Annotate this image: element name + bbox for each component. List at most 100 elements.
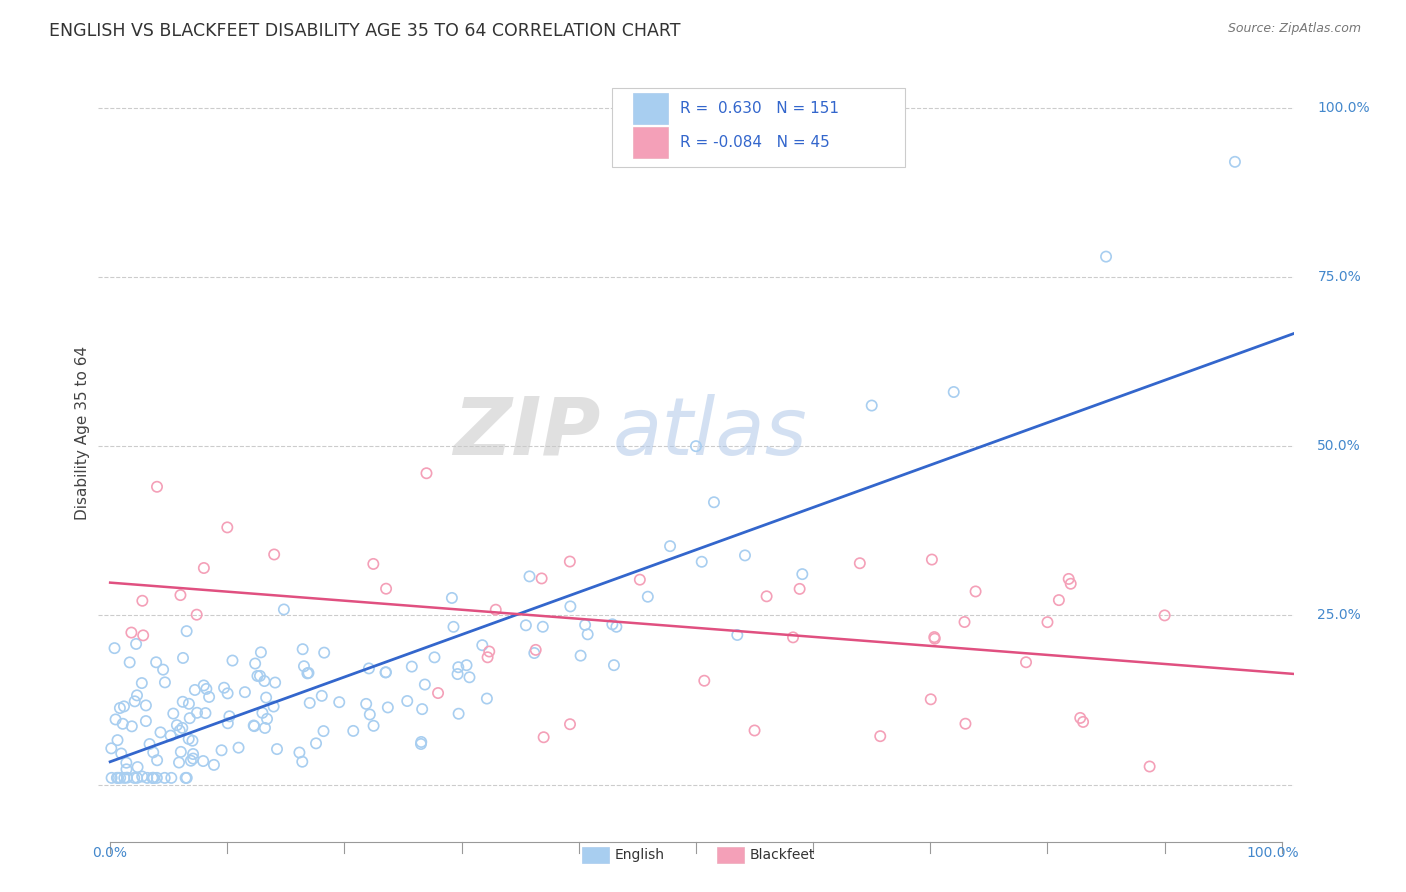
Point: [297, 666, 319, 681]
Point: [298, 696, 321, 710]
Point: [377, 700, 399, 714]
Point: [125, 689, 148, 703]
Point: [792, 567, 814, 582]
Point: [125, 637, 148, 651]
Point: [242, 718, 264, 732]
Point: [243, 719, 266, 733]
Point: [1139, 759, 1161, 773]
Point: [253, 721, 276, 735]
FancyBboxPatch shape: [633, 94, 668, 124]
Point: [869, 729, 891, 743]
Point: [153, 771, 176, 785]
Point: [396, 694, 419, 708]
Point: [273, 602, 295, 616]
Point: [1069, 711, 1091, 725]
Point: [515, 618, 537, 632]
Text: 100.0%: 100.0%: [1247, 846, 1299, 860]
Point: [131, 770, 153, 784]
Point: [734, 549, 756, 563]
Point: [172, 721, 194, 735]
Point: [744, 723, 766, 738]
Point: [849, 556, 872, 570]
Text: R = -0.084   N = 45: R = -0.084 N = 45: [681, 135, 830, 150]
Point: [375, 665, 398, 680]
Point: [693, 673, 716, 688]
Point: [193, 754, 215, 768]
Point: [132, 628, 155, 642]
Point: [181, 751, 204, 765]
Text: ENGLISH VS BLACKFEET DISABILITY AGE 35 TO 64 CORRELATION CHART: ENGLISH VS BLACKFEET DISABILITY AGE 35 T…: [49, 22, 681, 40]
Point: [121, 719, 143, 733]
Point: [105, 771, 128, 785]
Point: [266, 742, 288, 756]
Point: [427, 686, 450, 700]
Point: [363, 557, 385, 571]
Point: [305, 736, 328, 750]
Point: [100, 771, 122, 785]
Point: [249, 669, 271, 683]
Text: English: English: [614, 848, 665, 862]
Point: [193, 561, 215, 575]
Point: [108, 771, 131, 785]
Text: 0.0%: 0.0%: [93, 846, 128, 860]
Point: [166, 718, 188, 732]
Point: [160, 771, 183, 785]
Point: [703, 495, 725, 509]
Point: [217, 520, 239, 534]
Text: Blackfeet: Blackfeet: [749, 848, 815, 862]
Text: ZIP: ZIP: [453, 393, 600, 472]
Point: [569, 648, 592, 663]
Point: [108, 701, 131, 715]
Point: [1057, 572, 1080, 586]
FancyBboxPatch shape: [613, 87, 905, 168]
Point: [690, 555, 713, 569]
Point: [342, 723, 364, 738]
Point: [146, 771, 169, 785]
Point: [111, 716, 134, 731]
Point: [218, 709, 240, 723]
Point: [136, 771, 159, 785]
Text: 25.0%: 25.0%: [1317, 608, 1361, 623]
Point: [1060, 576, 1083, 591]
Point: [107, 771, 129, 785]
Point: [292, 659, 315, 673]
Point: [115, 762, 138, 776]
Point: [953, 615, 976, 629]
Point: [602, 617, 624, 632]
Point: [181, 747, 204, 761]
Point: [659, 539, 682, 553]
Point: [924, 630, 946, 644]
Point: [328, 695, 350, 709]
Point: [124, 694, 146, 708]
Point: [1047, 593, 1070, 607]
Point: [921, 552, 943, 566]
Point: [142, 771, 165, 785]
Point: [401, 659, 423, 673]
Point: [415, 467, 437, 481]
Point: [447, 706, 470, 721]
Point: [246, 669, 269, 683]
Point: [217, 716, 239, 731]
Point: [181, 733, 204, 747]
Point: [127, 760, 149, 774]
Point: [1095, 250, 1118, 264]
Point: [574, 618, 596, 632]
Point: [478, 644, 501, 658]
Point: [202, 758, 225, 772]
Point: [138, 737, 160, 751]
Point: [297, 665, 319, 680]
Point: [475, 691, 498, 706]
Point: [755, 590, 778, 604]
Point: [264, 675, 287, 690]
Point: [291, 755, 314, 769]
Point: [458, 670, 481, 684]
Point: [250, 645, 273, 659]
Point: [135, 714, 157, 728]
Point: [177, 731, 200, 746]
Point: [288, 746, 311, 760]
Point: [446, 667, 468, 681]
Text: atlas: atlas: [613, 393, 807, 472]
Point: [357, 661, 380, 675]
Point: [125, 771, 148, 785]
Point: [955, 716, 977, 731]
